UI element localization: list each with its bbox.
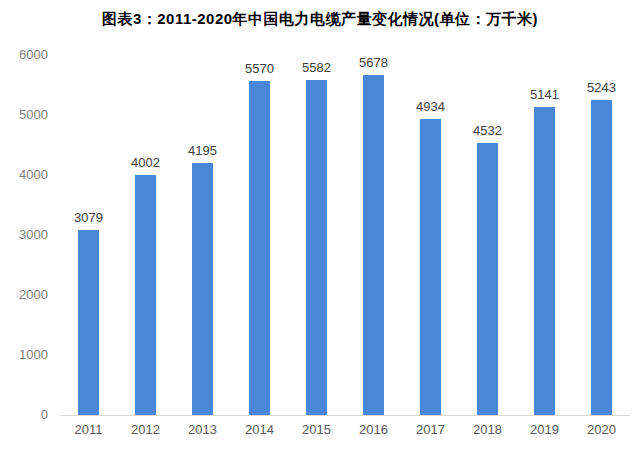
bar-value-label: 4532 (473, 123, 502, 138)
bar (591, 100, 612, 415)
y-axis-tick-label: 1000 (0, 347, 48, 363)
x-axis-tick-label: 2017 (402, 422, 459, 437)
bar-column: 5582 (288, 55, 345, 415)
bar (420, 119, 441, 415)
x-axis-tick-label: 2013 (174, 422, 231, 437)
y-axis: 0 1000 2000 3000 4000 5000 6000 (0, 0, 52, 457)
x-axis-tick-label: 2019 (516, 422, 573, 437)
x-axis-tick-label: 2014 (231, 422, 288, 437)
bar (135, 175, 156, 415)
bar-column: 4002 (117, 55, 174, 415)
bar-value-label: 5678 (359, 55, 388, 70)
bar (534, 107, 555, 415)
bar-column: 5243 (573, 55, 630, 415)
bar-column: 4195 (174, 55, 231, 415)
bar-column: 3079 (60, 55, 117, 415)
bar-value-label: 4195 (188, 143, 217, 158)
bar (477, 143, 498, 415)
y-axis-tick-label: 4000 (0, 167, 48, 183)
bar-series: 3079 4002 4195 5570 5582 5678 4934 4532 5141 5243 (60, 55, 630, 415)
bar-value-label: 5570 (245, 61, 274, 76)
bar (78, 230, 99, 415)
x-axis-tick-label: 2020 (573, 422, 630, 437)
y-axis-tick-label: 6000 (0, 47, 48, 63)
y-axis-tick-label: 0 (0, 407, 48, 423)
bar-column: 5141 (516, 55, 573, 415)
bar-chart-figure: 图表3：2011-2020年中国电力电缆产量变化情况(单位：万千米) 0 1000… (0, 0, 640, 457)
y-axis-tick-label: 2000 (0, 287, 48, 303)
bar-column: 4532 (459, 55, 516, 415)
bar-value-label: 5141 (530, 87, 559, 102)
y-axis-tick-label: 5000 (0, 107, 48, 123)
bar-value-label: 4934 (416, 99, 445, 114)
bar-value-label: 5582 (302, 60, 331, 75)
bar (249, 81, 270, 415)
bar-column: 4934 (402, 55, 459, 415)
bar (306, 80, 327, 415)
x-axis-tick-label: 2011 (60, 422, 117, 437)
x-axis-tick-label: 2015 (288, 422, 345, 437)
x-axis-tick-label: 2016 (345, 422, 402, 437)
bar (192, 163, 213, 415)
x-axis: 2011201220132014201520162017201820192020 (60, 422, 630, 437)
bar-value-label: 5243 (587, 80, 616, 95)
y-axis-tick-label: 3000 (0, 227, 48, 243)
bar-value-label: 3079 (74, 210, 103, 225)
bar (363, 75, 384, 415)
x-axis-tick-label: 2018 (459, 422, 516, 437)
bar-column: 5678 (345, 55, 402, 415)
x-axis-tick-label: 2012 (117, 422, 174, 437)
chart-title: 图表3：2011-2020年中国电力电缆产量变化情况(单位：万千米) (0, 10, 640, 29)
bar-column: 5570 (231, 55, 288, 415)
plot-area: 3079 4002 4195 5570 5582 5678 4934 4532 5141 5243 (60, 55, 630, 416)
bar-value-label: 4002 (131, 155, 160, 170)
